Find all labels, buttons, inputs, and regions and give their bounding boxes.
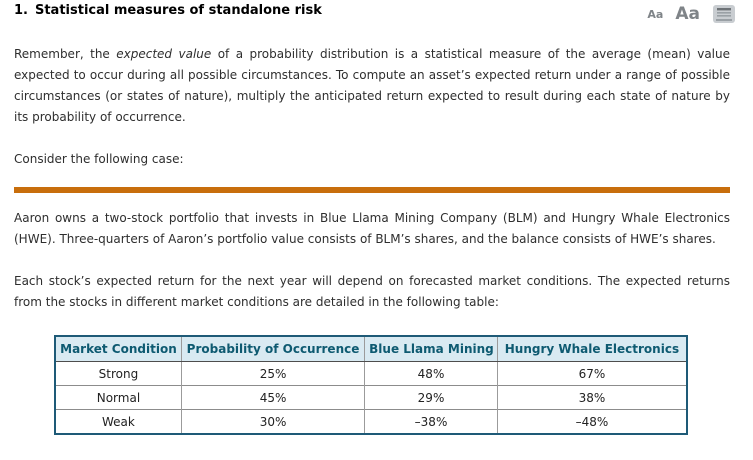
returns-table: Market Condition Probability of Occurren… [54,335,688,435]
font-size-large-button[interactable]: Aa [675,3,700,24]
orange-divider [14,187,730,193]
cell-blm-return: 29% [364,385,498,410]
cell-blm-return: –38% [364,409,498,434]
reader-print-icon[interactable] [712,4,736,24]
titlebar: 1. Statistical measures of standalone ris… [14,0,735,24]
cell-probability: 25% [180,361,365,386]
table-row-weak: Weak 30% –38% –48% [55,409,687,434]
cell-blm-return: 48% [364,361,498,386]
col-header-blm: Blue Llama Mining [364,336,498,362]
table-row-normal: Normal 45% 29% 38% [55,385,687,410]
col-header-market-condition: Market Condition [55,336,182,362]
col-header-probability: Probability of Occurrence [180,336,365,362]
portfolio-paragraph: Aaron owns a two-stock portfolio that in… [14,211,730,246]
cell-condition: Normal [55,385,182,410]
problem-page: 1. Statistical measures of standalone ris… [14,0,735,435]
cell-probability: 30% [180,409,365,434]
intro-text-italic: expected value [116,47,212,61]
cell-hwe-return: 67% [496,361,687,386]
problem-number: 1. [14,3,28,18]
font-size-small-button[interactable]: Aa [647,7,664,21]
intro-text-after: of a probability distribution is a stati… [14,47,730,124]
page-title: 1. Statistical measures of standalone ris… [14,3,322,18]
intro-text-before: Remember, the [14,47,117,61]
cell-hwe-return: 38% [496,385,687,410]
returns-paragraph: Each stock’s expected return for the nex… [14,274,730,309]
cell-condition: Strong [55,361,182,386]
table-row-strong: Strong 25% 48% 67% [55,361,687,386]
cell-condition: Weak [55,409,182,434]
intro-paragraph: Remember, the expected value of a probab… [14,44,730,128]
page-title-text: Statistical measures of standalone risk [34,3,322,18]
col-header-hwe: Hungry Whale Electronics [496,336,687,362]
font-controls: Aa Aa [647,4,736,24]
cell-hwe-return: –48% [496,409,687,434]
case-lead-text: Consider the following case: [14,152,184,166]
cell-probability: 45% [180,385,365,410]
table-header-row: Market Condition Probability of Occurren… [55,336,687,362]
